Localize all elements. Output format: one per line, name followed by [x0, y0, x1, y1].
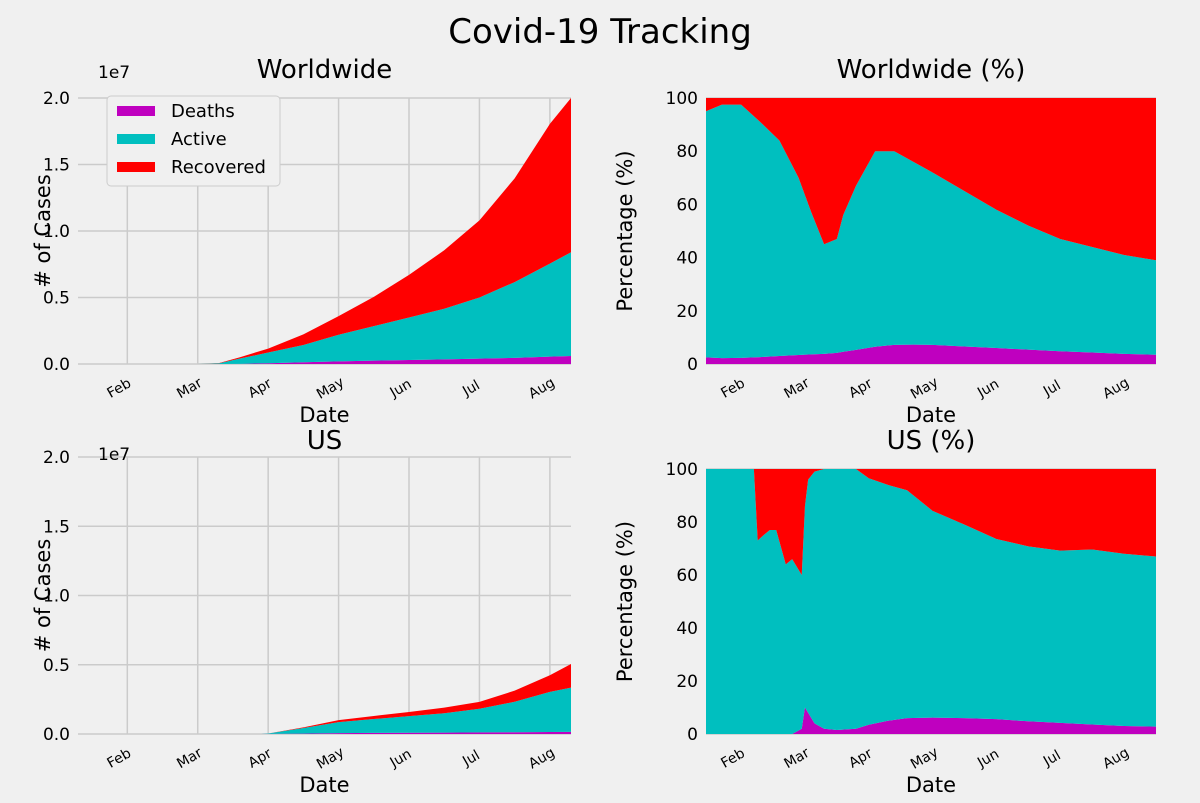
y-tick-label: 2.0	[43, 89, 70, 109]
y-offset-label: 1e7	[98, 63, 130, 83]
y-tick-label: 20	[676, 672, 698, 692]
panel-title: US (%)	[887, 426, 976, 456]
y-axis-label: Percentage (%)	[613, 150, 637, 311]
area-deaths-us-pct	[706, 707, 1156, 734]
y-axis-label: Percentage (%)	[613, 521, 637, 682]
y-offset-label: 1e7	[98, 445, 130, 465]
area-recovered-worldwide	[127, 98, 572, 364]
area-deaths-worldwide	[127, 356, 572, 364]
area-recovered-worldwide-pct	[706, 98, 1156, 261]
area-deaths-worldwide-pct	[706, 344, 1156, 364]
panel-title: Worldwide	[257, 55, 393, 85]
y-tick-label: 100	[666, 460, 698, 480]
y-tick-label: 100	[666, 89, 698, 109]
y-tick-label: 0	[687, 725, 698, 745]
legend-swatch-deaths	[117, 106, 155, 116]
area-active-us-pct	[706, 469, 1156, 734]
y-axis-label: # of Cases	[31, 174, 55, 288]
legend-label-deaths: Deaths	[171, 101, 235, 122]
x-axis-label: Date	[906, 403, 956, 427]
y-tick-label: 1.5	[43, 517, 70, 537]
x-axis-label: Date	[299, 773, 349, 797]
y-tick-label: 0.0	[43, 725, 70, 745]
legend-swatch-recovered	[117, 162, 155, 172]
x-axis-label: Date	[906, 773, 956, 797]
y-tick-label: 60	[676, 566, 698, 586]
y-tick-label: 0.5	[43, 289, 70, 309]
legend-swatch-active	[117, 134, 155, 144]
figure-title: Covid-19 Tracking	[448, 12, 752, 52]
y-tick-label: 40	[676, 619, 698, 639]
x-tick-label: Jul	[459, 377, 483, 400]
area-deaths-us	[127, 731, 572, 734]
y-axis-label: # of Cases	[31, 539, 55, 653]
y-tick-label: 40	[676, 249, 698, 269]
y-tick-label: 0	[687, 355, 698, 375]
y-tick-label: 2.0	[43, 448, 70, 468]
legend: Deaths Active Recovered	[106, 95, 281, 187]
legend-label-active: Active	[171, 129, 227, 150]
y-tick-label: 80	[676, 513, 698, 533]
area-recovered-us	[127, 664, 572, 734]
x-tick-label: Jul	[1040, 747, 1064, 770]
area-active-worldwide	[127, 252, 572, 364]
x-tick-label: Jul	[1040, 377, 1064, 400]
area-active-us	[127, 687, 572, 734]
y-tick-label: 1.0	[43, 587, 70, 607]
x-axis-label: Date	[299, 403, 349, 427]
y-tick-label: 0.5	[43, 656, 70, 676]
area-recovered-us-pct	[706, 469, 1156, 575]
y-tick-label: 80	[676, 142, 698, 162]
y-tick-label: 60	[676, 195, 698, 215]
y-tick-label: 1.0	[43, 222, 70, 242]
y-tick-label: 1.5	[43, 156, 70, 176]
y-tick-label: 20	[676, 302, 698, 322]
x-tick-label: Jul	[459, 747, 483, 770]
panel-title: US	[307, 426, 343, 456]
y-tick-label: 0.0	[43, 355, 70, 375]
panel-title: Worldwide (%)	[837, 55, 1026, 85]
area-active-worldwide-pct	[706, 104, 1156, 359]
legend-label-recovered: Recovered	[171, 157, 266, 178]
